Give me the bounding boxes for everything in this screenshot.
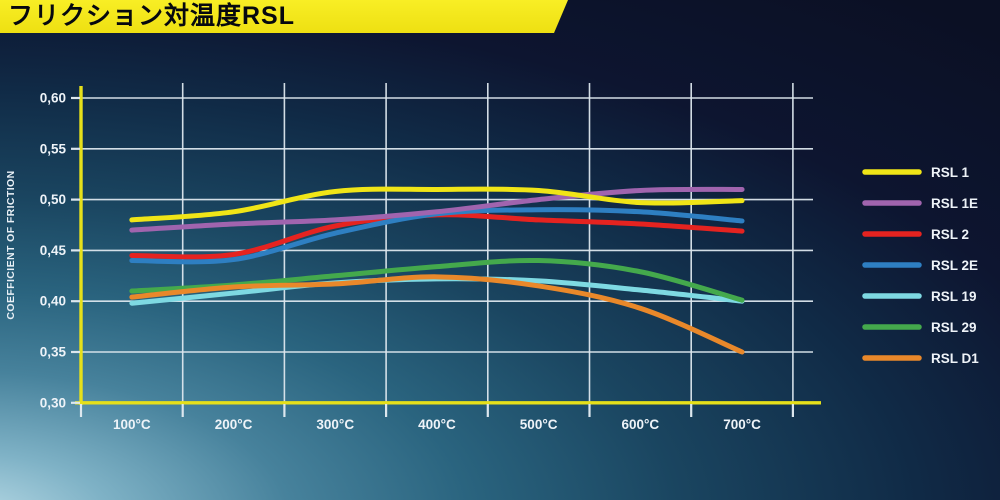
data-series: [129, 186, 745, 355]
x-tick-label: 300°C: [316, 417, 354, 432]
x-tick-label: 500°C: [520, 417, 558, 432]
y-tick-label: 0,35: [40, 345, 67, 360]
header-banner: フリクション対温度RSL: [0, 0, 568, 33]
legend-label-rsl-1e: RSL 1E: [931, 196, 978, 211]
y-tick-label: 0,40: [40, 294, 66, 309]
y-tick-label: 0,50: [40, 192, 66, 207]
page-title: フリクション対温度RSL: [8, 2, 296, 30]
gridlines: [81, 83, 813, 403]
series-line-rsl-19: [129, 276, 745, 306]
legend-label-rsl-19: RSL 19: [931, 289, 977, 304]
series-line-rsl-1e: [129, 186, 745, 233]
x-tick-label: 100°C: [113, 417, 151, 432]
x-tick-label: 700°C: [723, 417, 761, 432]
y-tick-label: 0,55: [40, 141, 67, 156]
legend-label-rsl-d1: RSL D1: [931, 351, 979, 366]
x-tick-label: 600°C: [622, 417, 660, 432]
y-axis-title: COEFFICIENT OF FRICTION: [5, 170, 17, 319]
legend-label-rsl-2e: RSL 2E: [931, 258, 978, 273]
x-tick-label: 400°C: [418, 417, 456, 432]
series-line-rsl-1: [129, 186, 745, 223]
y-tick-label: 0,45: [40, 243, 67, 258]
x-tick-label: 200°C: [215, 417, 253, 432]
legend-label-rsl-1: RSL 1: [931, 165, 970, 180]
legend-label-rsl-29: RSL 29: [931, 320, 977, 335]
legend-label-rsl-2: RSL 2: [931, 227, 969, 242]
axis-labels: 0,60 0,55 0,50 0,45 0,40 0,35 0,30 100°C 200°C 30…: [40, 91, 761, 433]
y-tick-label: 0,30: [40, 395, 66, 410]
legend: RSL 1 RSL 1E RSL 2 RSL 2E RSL 19 RSL 29 RSL D1: [862, 165, 979, 366]
axes: [71, 86, 821, 417]
series-line-rsl-d1: [129, 274, 745, 355]
y-tick-label: 0,60: [40, 91, 66, 106]
